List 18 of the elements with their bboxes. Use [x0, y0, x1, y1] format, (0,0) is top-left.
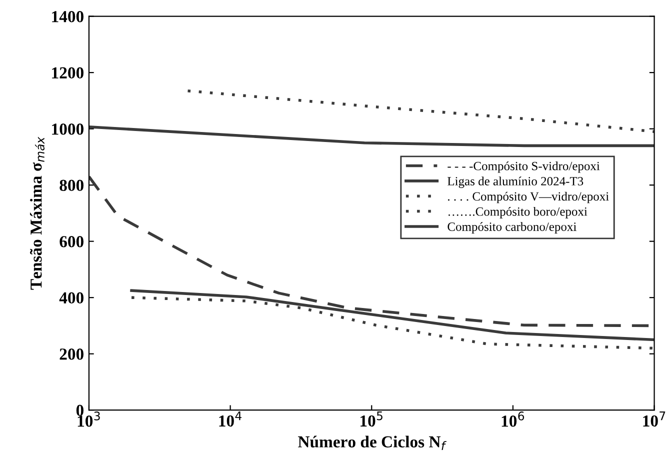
x-axis-title: Número de Ciclos N$_{f}$: [298, 436, 446, 450]
legend-label: Ligas de alumínio 2024-T3: [448, 176, 584, 188]
y-tick-label: 600: [60, 236, 84, 248]
x-tick-label: 10$^{5}$: [360, 412, 382, 427]
y-tick-label: 200: [60, 348, 84, 360]
y-tick-label: 1400: [52, 11, 84, 22]
legend-label: - - - -Compósito S-vidro/epoxi: [448, 161, 600, 173]
legend-label: . . . . Compósito V—vidro/epoxi: [448, 192, 609, 204]
y-tick-label: 1000: [52, 124, 84, 135]
x-tick-label: 10$^{6}$: [502, 412, 524, 427]
y-tick-label: 1200: [52, 67, 84, 79]
legend-label: Compósito carbono/epoxi: [448, 222, 576, 234]
x-tick-label: 10$^{4}$: [219, 412, 242, 427]
y-tick-label: 400: [59, 292, 84, 304]
y-tick-label: 800: [60, 180, 84, 192]
legend-label: …….Compósito boro/epoxi: [448, 206, 588, 218]
x-tick-label: 10$^{7}$: [643, 412, 666, 427]
y-axis-title: Tensão Máxima σ$_{máx}$: [30, 136, 45, 290]
